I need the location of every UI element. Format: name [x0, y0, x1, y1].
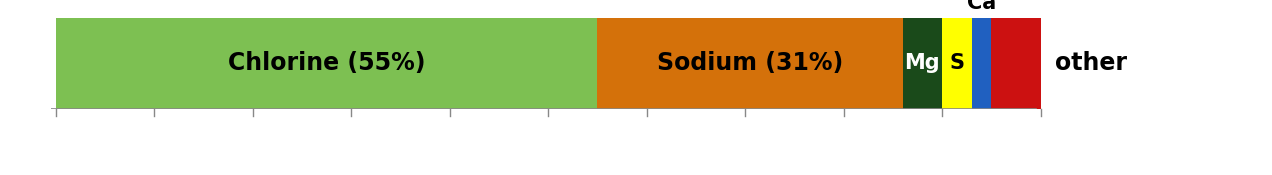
Bar	[598, 18, 903, 108]
Text: Chlorine (55%): Chlorine (55%)	[228, 51, 425, 75]
Bar	[943, 18, 972, 108]
Text: Sodium (31%): Sodium (31%)	[656, 51, 843, 75]
Bar	[972, 18, 991, 108]
Bar	[903, 18, 943, 108]
Text: other: other	[1056, 51, 1127, 75]
Text: Ca: Ca	[967, 0, 996, 13]
Bar	[56, 18, 598, 108]
Text: S: S	[949, 53, 964, 73]
Text: Mg: Mg	[904, 53, 940, 73]
Bar	[991, 18, 1040, 108]
